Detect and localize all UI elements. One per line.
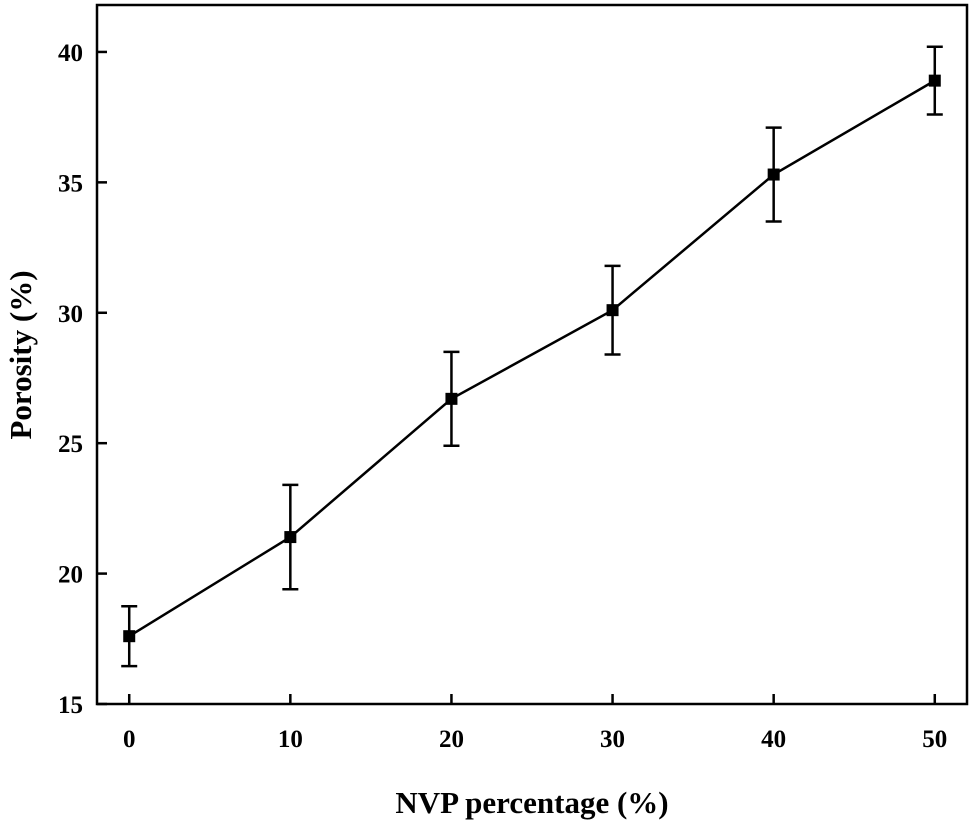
data-point (123, 630, 136, 643)
x-axis-ticks: 0 10 20 30 40 50 (123, 694, 947, 753)
y-tick-label: 15 (58, 692, 83, 719)
series-layer (121, 45, 943, 668)
data-point (928, 74, 941, 87)
x-tick-label: 40 (761, 726, 786, 753)
data-point (284, 531, 297, 544)
y-tick-label: 40 (58, 40, 83, 67)
x-tick-label: 10 (278, 726, 303, 753)
data-point (606, 304, 619, 317)
x-tick-label: 20 (439, 726, 464, 753)
y-tick-label: 30 (58, 301, 83, 328)
y-tick-label: 35 (58, 170, 83, 197)
x-tick-label: 30 (600, 726, 625, 753)
y-tick-label: 20 (58, 562, 83, 589)
x-tick-label: 50 (922, 726, 947, 753)
y-axis-ticks: 15 20 25 30 35 40 (58, 40, 107, 719)
y-tick-label: 25 (58, 431, 83, 458)
x-axis-title: NVP percentage (%) (395, 785, 668, 820)
y-axis-title: Porosity (%) (3, 270, 38, 439)
series-line (128, 79, 936, 638)
data-point (767, 168, 780, 181)
data-point (445, 392, 458, 405)
plot-frame (95, 3, 969, 706)
x-tick-label: 0 (123, 726, 136, 753)
